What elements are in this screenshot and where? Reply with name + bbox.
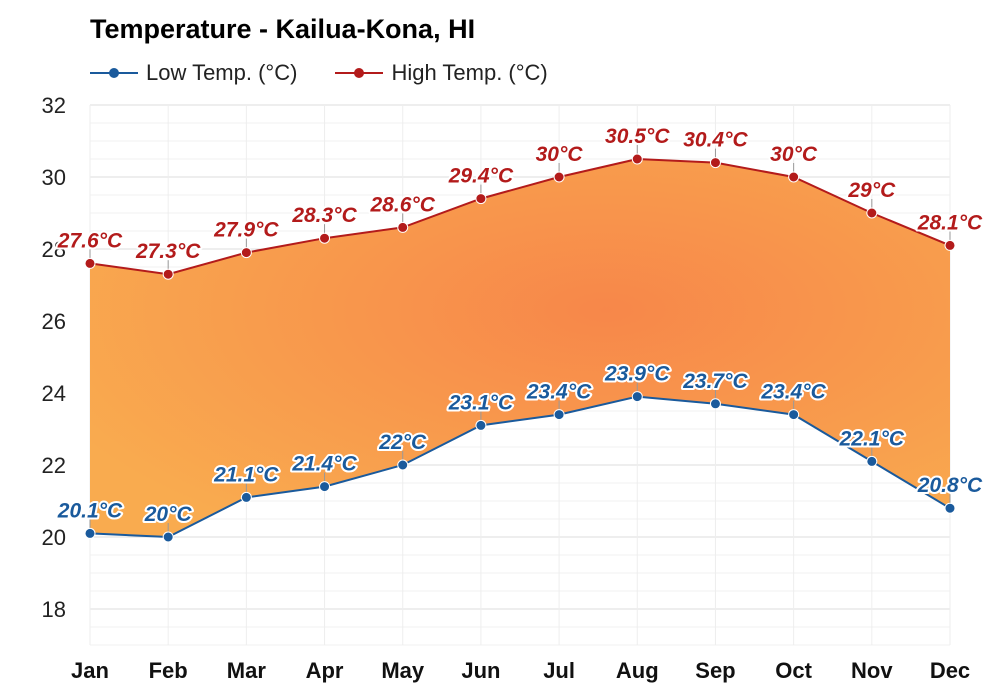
x-tick-label: Nov xyxy=(851,658,893,683)
low-temp-data-label: 21.4°C xyxy=(291,453,357,476)
low-temp-point xyxy=(866,455,878,467)
legend-swatch-high xyxy=(335,63,384,83)
high-temp-data-label: 27.3°C xyxy=(135,240,201,263)
chart-title: Temperature - Kailua-Kona, HI xyxy=(90,14,476,44)
high-temp-point xyxy=(866,207,878,219)
high-temp-point xyxy=(553,171,565,183)
high-temp-point xyxy=(84,257,96,269)
chart-legend: Low Temp. (°C) High Temp. (°C) xyxy=(90,60,586,86)
y-tick-label: 30 xyxy=(42,165,66,190)
legend-label-high: High Temp. (°C) xyxy=(391,60,548,85)
high-temp-point xyxy=(944,239,956,251)
high-temp-data-label: 30°C xyxy=(770,143,818,166)
low-temp-data-label: 23.4°C xyxy=(526,381,592,404)
x-tick-label: Jan xyxy=(71,658,109,683)
high-temp-point xyxy=(162,268,174,280)
x-tick-label: Feb xyxy=(149,658,188,683)
high-temp-point xyxy=(319,232,331,244)
legend-item-high[interactable]: High Temp. (°C) xyxy=(335,60,548,86)
high-temp-line xyxy=(89,157,951,276)
y-tick-label: 26 xyxy=(42,309,66,334)
x-tick-label: Jun xyxy=(461,658,500,683)
high-temp-data-label: 29.4°C xyxy=(448,165,514,188)
high-temp-data-label: 29°C xyxy=(847,179,896,202)
y-tick-label: 24 xyxy=(42,381,66,406)
legend-item-low[interactable]: Low Temp. (°C) xyxy=(90,60,297,86)
low-temp-point xyxy=(788,409,800,421)
low-temp-data-label: 23.4°C xyxy=(760,381,826,404)
low-temp-point xyxy=(84,527,96,539)
low-temp-data-label: 23.9°C xyxy=(604,363,670,386)
low-temp-point xyxy=(319,481,331,493)
legend-label-low: Low Temp. (°C) xyxy=(146,60,298,85)
low-temp-data-label: 20.1°C xyxy=(57,499,123,522)
x-tick-label: Apr xyxy=(306,658,344,683)
y-tick-label: 20 xyxy=(42,525,66,550)
high-temp-data-label: 28.6°C xyxy=(370,193,436,216)
high-temp-point xyxy=(397,221,409,233)
high-temp-data-label: 30°C xyxy=(536,143,584,166)
high-temp-point xyxy=(788,171,800,183)
high-temp-data-label: 28.3°C xyxy=(291,204,357,227)
high-temp-point xyxy=(709,157,721,169)
low-temp-point xyxy=(240,491,252,503)
high-temp-point xyxy=(475,193,487,205)
y-tick-label: 18 xyxy=(42,597,66,622)
x-tick-label: Dec xyxy=(930,658,970,683)
temperature-range-area xyxy=(90,159,950,537)
high-temp-data-label: 28.1°C xyxy=(917,211,983,234)
low-temp-data-label: 20.8°C xyxy=(917,474,983,497)
high-temp-data-label: 30.5°C xyxy=(605,125,670,148)
high-temp-data-label: 27.9°C xyxy=(213,219,279,242)
low-temp-point xyxy=(475,419,487,431)
low-temp-line xyxy=(89,395,951,539)
low-temp-point xyxy=(162,531,174,543)
low-temp-data-label: 20°C xyxy=(144,503,193,526)
low-temp-point xyxy=(397,459,409,471)
x-tick-label: Mar xyxy=(227,658,267,683)
low-temp-point xyxy=(709,398,721,410)
y-tick-label: 28 xyxy=(42,237,66,262)
x-tick-label: Oct xyxy=(775,658,812,683)
legend-swatch-low xyxy=(90,63,138,83)
low-temp-data-label: 21.1°C xyxy=(213,463,279,486)
y-tick-label: 22 xyxy=(42,453,66,478)
high-temp-point xyxy=(631,153,643,165)
high-temp-point xyxy=(240,247,252,259)
low-temp-point xyxy=(553,409,565,421)
low-temp-data-label: 22°C xyxy=(378,431,427,454)
high-temp-data-label: 30.4°C xyxy=(683,129,748,152)
low-temp-data-label: 22.1°C xyxy=(839,427,905,450)
x-tick-label: Sep xyxy=(695,658,735,683)
x-tick-label: Jul xyxy=(543,658,575,683)
x-tick-label: May xyxy=(381,658,425,683)
low-temp-data-label: 23.7°C xyxy=(682,370,748,393)
low-temp-point xyxy=(631,391,643,403)
x-tick-label: Aug xyxy=(616,658,659,683)
low-temp-point xyxy=(944,502,956,514)
high-temp-data-label: 27.6°C xyxy=(57,229,123,252)
y-tick-label: 32 xyxy=(42,93,66,118)
low-temp-data-label: 23.1°C xyxy=(448,391,514,414)
